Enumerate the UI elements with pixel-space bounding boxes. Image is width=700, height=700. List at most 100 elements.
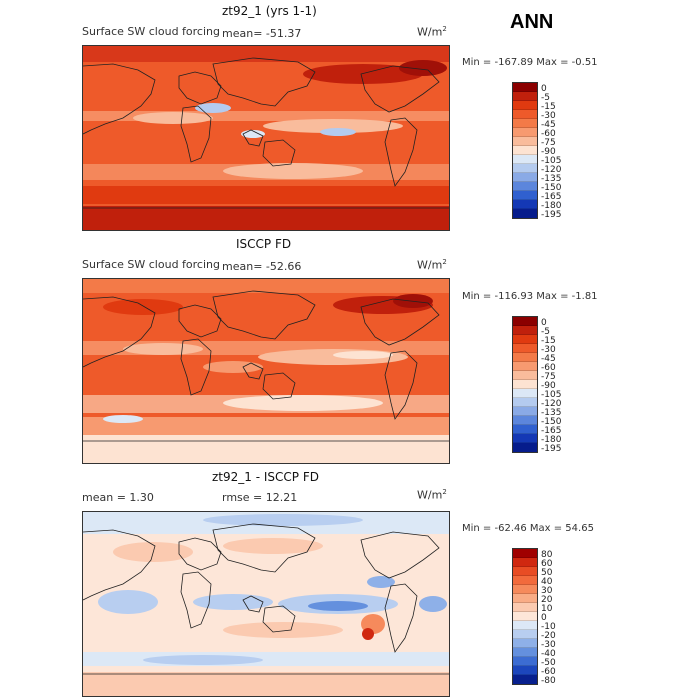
panel2-cbar-label: -60 <box>541 363 556 373</box>
panel3-cbar-label: 10 <box>541 604 553 614</box>
panel2-cbar-label: -45 <box>541 354 556 364</box>
panel3-rmse: rmse = 12.21 <box>222 491 298 504</box>
panel2-swatch <box>513 335 537 344</box>
panel3-cbar-label: 20 <box>541 595 553 605</box>
panel1-cbar-label: -150 <box>541 183 562 193</box>
panel1-swatch <box>513 137 537 146</box>
panel1-cbar-label: -135 <box>541 174 562 184</box>
panel3-cbar-label: 30 <box>541 586 553 596</box>
panel3-swatch <box>513 675 537 684</box>
panel3-cbar-label: 60 <box>541 559 553 569</box>
panel1-cbar-label: -15 <box>541 102 556 112</box>
panel2-cbar-label: 0 <box>541 318 547 328</box>
panel3-cbar-label: 80 <box>541 550 553 560</box>
panel1-cbar-label: -45 <box>541 120 556 130</box>
panel1-cbar-label: -165 <box>541 192 562 202</box>
panel3-swatch <box>513 648 537 657</box>
panel2-swatch <box>513 317 537 326</box>
panel3-swatch <box>513 594 537 603</box>
panel1-cbar-label: -180 <box>541 201 562 211</box>
panel1-minmax: Min = -167.89 Max = -0.51 <box>462 57 598 68</box>
panel3-swatch <box>513 621 537 630</box>
panel1-title: zt92_1 (yrs 1-1) <box>222 4 317 18</box>
panel1-swatch <box>513 182 537 191</box>
panel2-swatch <box>513 425 537 434</box>
panel3-swatch <box>513 567 537 576</box>
panel3-cbar-label: -20 <box>541 631 556 641</box>
panel3-cbar-label: -50 <box>541 658 556 668</box>
panel3-swatch <box>513 612 537 621</box>
panel2-swatch <box>513 380 537 389</box>
panel2-swatch <box>513 416 537 425</box>
panel1-swatch <box>513 119 537 128</box>
panel2-cbar-label: -105 <box>541 390 562 400</box>
panel2-minmax: Min = -116.93 Max = -1.81 <box>462 291 598 302</box>
panel2-swatch <box>513 443 537 452</box>
panel1-mean: mean= -51.37 <box>222 27 302 40</box>
panel1-swatch <box>513 101 537 110</box>
panel1-units: W/m2 <box>417 25 447 39</box>
panel2-swatch <box>513 389 537 398</box>
panel2-cbar-label: -5 <box>541 327 550 337</box>
panel1-swatch <box>513 155 537 164</box>
panel1-cbar-label: -105 <box>541 156 562 166</box>
panel1-swatch <box>513 191 537 200</box>
panel1-swatch <box>513 164 537 173</box>
panel2-units: W/m2 <box>417 258 447 272</box>
panel3-map <box>82 511 450 697</box>
panel2-cbar-label: -15 <box>541 336 556 346</box>
panel2-cbar-label: -195 <box>541 444 562 454</box>
panel1-map <box>82 45 450 231</box>
panel3-cbar-label: -30 <box>541 640 556 650</box>
panel1-cbar-label: -195 <box>541 210 562 220</box>
panel2-swatch <box>513 362 537 371</box>
panel2-cbar-label: -75 <box>541 372 556 382</box>
panel3-swatch <box>513 549 537 558</box>
panel2-map-graphic <box>83 279 449 463</box>
panel1-swatch <box>513 146 537 155</box>
panel3-swatch <box>513 639 537 648</box>
panel1-map-graphic <box>83 46 449 230</box>
panel2-cbar-label: -165 <box>541 426 562 436</box>
panel1-swatch <box>513 92 537 101</box>
panel1-swatch <box>513 173 537 182</box>
panel1-cbar-label: -90 <box>541 147 556 157</box>
panel1-cbar-label: -75 <box>541 138 556 148</box>
panel2-cbar-label: -90 <box>541 381 556 391</box>
panel2-swatch <box>513 407 537 416</box>
panel2-cbar-label: -120 <box>541 399 562 409</box>
panel3-swatch <box>513 630 537 639</box>
panel2-cbar-label: -30 <box>541 345 556 355</box>
panel2-swatch <box>513 344 537 353</box>
panel3-swatch <box>513 585 537 594</box>
panel1-cbar-label: 0 <box>541 84 547 94</box>
panel2-field-label: Surface SW cloud forcing <box>82 258 220 271</box>
panel1-cbar-label: -120 <box>541 165 562 175</box>
panel2-swatch <box>513 398 537 407</box>
panel2-mean: mean= -52.66 <box>222 260 302 273</box>
panel1-swatch <box>513 110 537 119</box>
panel3-cbar-label: -10 <box>541 622 556 632</box>
panel1-swatch <box>513 83 537 92</box>
panel1-colorbar <box>512 82 538 219</box>
panel3-cbar-label: -40 <box>541 649 556 659</box>
panel2-cbar-label: -180 <box>541 435 562 445</box>
panel2-swatch <box>513 434 537 443</box>
panel1-swatch <box>513 128 537 137</box>
panel1-swatch <box>513 200 537 209</box>
panel1-swatch <box>513 209 537 218</box>
panel2-cbar-label: -150 <box>541 417 562 427</box>
panel2-swatch <box>513 326 537 335</box>
panel3-cbar-label: 50 <box>541 568 553 578</box>
panel3-units: W/m2 <box>417 488 447 502</box>
panel3-minmax: Min = -62.46 Max = 54.65 <box>462 523 594 534</box>
panel3-colorbar <box>512 548 538 685</box>
panel3-mean: mean = 1.30 <box>82 491 154 504</box>
panel2-title: ISCCP FD <box>236 237 292 251</box>
panel3-swatch <box>513 657 537 666</box>
panel1-field-label: Surface SW cloud forcing <box>82 25 220 38</box>
panel1-cbar-label: -60 <box>541 129 556 139</box>
panel3-cbar-label: -60 <box>541 667 556 677</box>
panel2-swatch <box>513 371 537 380</box>
panel3-title: zt92_1 - ISCCP FD <box>212 470 319 484</box>
